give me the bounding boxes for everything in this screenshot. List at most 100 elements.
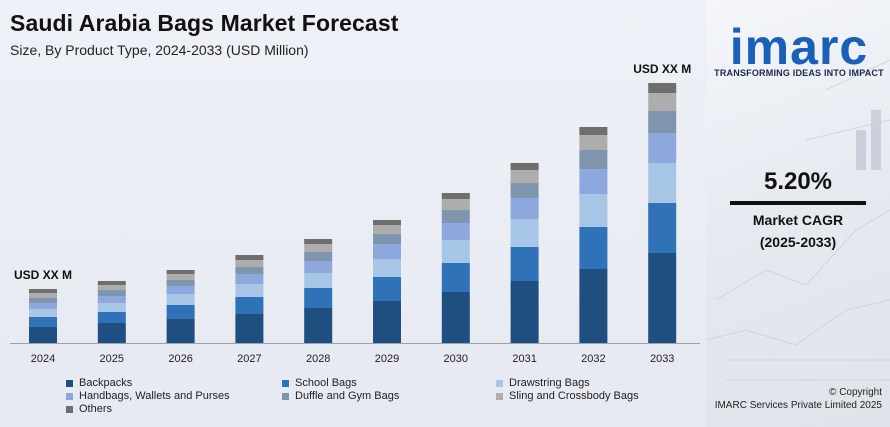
bar-segment <box>510 163 539 170</box>
bar-segment <box>166 319 195 343</box>
legend-swatch <box>282 379 289 387</box>
x-tick-label: 2026 <box>168 353 192 365</box>
x-tick-label: 2032 <box>581 353 605 365</box>
bar-segment <box>648 203 677 253</box>
bar-segment <box>373 234 401 244</box>
bar-segment <box>166 270 195 274</box>
bar-segment <box>441 263 470 292</box>
bar-segment <box>235 284 264 297</box>
x-tick-label: 2027 <box>237 353 261 365</box>
bar-segment <box>97 323 126 343</box>
bar-segment <box>579 227 608 269</box>
bar-segment <box>29 298 57 303</box>
legend-item: Drawstring Bags <box>496 377 590 389</box>
legend-label: Drawstring Bags <box>509 377 590 389</box>
bar-segment <box>29 317 57 327</box>
bar-segment <box>304 252 333 261</box>
bar-segment <box>373 301 401 343</box>
cagr-period: (2025-2033) <box>759 234 837 250</box>
cagr-label: Market CAGR <box>752 212 844 228</box>
bar-segment <box>235 314 264 343</box>
x-tick-label: 2025 <box>100 353 124 365</box>
chart-subtitle: Size, By Product Type, 2024-2033 (USD Mi… <box>10 42 309 58</box>
bar-segment <box>373 225 401 234</box>
bar-segment <box>510 198 539 219</box>
bar-segment <box>29 293 57 298</box>
legend-label: Duffle and Gym Bags <box>295 390 400 402</box>
bar-segment <box>441 210 470 223</box>
bar-segment <box>373 244 401 259</box>
bar-segment <box>97 285 126 290</box>
sidebar-panel: imarc TRANSFORMING IDEAS INTO IMPACT 5.2… <box>706 0 890 427</box>
bar-segment <box>579 127 608 135</box>
bar-segment <box>166 286 195 294</box>
x-tick-label: 2033 <box>650 353 674 365</box>
bar-segment <box>97 281 126 285</box>
bar-annotation: USD XX M <box>633 62 691 76</box>
bar-segment <box>648 133 677 163</box>
bar-segment <box>510 247 539 281</box>
bar-segment <box>304 261 333 273</box>
bar-segment <box>304 273 333 288</box>
copyright-notice: © Copyright IMARC Services Private Limit… <box>706 386 882 412</box>
bar-segment <box>304 308 333 343</box>
cagr-divider <box>730 201 866 205</box>
bar-segment <box>579 150 608 169</box>
legend-swatch <box>496 379 503 387</box>
stacked-bar-chart: 2024 USD XX M 2025 2026 2027 2028 2029 2030 2031… <box>10 62 700 365</box>
bar-segment <box>29 303 57 309</box>
bar-segment <box>166 274 195 280</box>
bar-segment <box>29 327 57 343</box>
x-tick-label: 2024 <box>31 353 55 365</box>
bar-segment <box>648 163 677 203</box>
bar-segment <box>304 239 333 244</box>
bar-segment <box>441 193 470 199</box>
bar-segment <box>510 170 539 183</box>
bar-segment <box>579 135 608 150</box>
bar-segment <box>97 303 126 312</box>
legend-item: School Bags <box>282 377 357 389</box>
bar-segment <box>648 83 677 93</box>
chart-panel: Saudi Arabia Bags Market Forecast Size, … <box>0 0 706 427</box>
bar-segment <box>441 292 470 343</box>
legend-item: Backpacks <box>66 377 132 389</box>
bar-segment <box>510 183 539 198</box>
legend-label: Others <box>79 403 113 415</box>
bar-segment <box>373 220 401 225</box>
bar-segment <box>235 274 264 284</box>
legend-item: Handbags, Wallets and Purses <box>66 390 230 402</box>
bar-segment <box>97 312 126 323</box>
imarc-logo: imarc <box>729 19 869 75</box>
legend-label: School Bags <box>295 377 357 389</box>
cagr-value: 5.20% <box>763 168 833 195</box>
bar-segment <box>235 267 264 274</box>
bar-segment <box>648 93 677 111</box>
copyright-line-2: IMARC Services Private Limited 2025 <box>714 400 882 411</box>
bar-segment <box>235 255 264 260</box>
x-tick-label: 2029 <box>375 353 399 365</box>
bar-segment <box>510 219 539 247</box>
legend-label: Backpacks <box>79 377 133 389</box>
legend-swatch <box>66 392 73 400</box>
logo-tagline: TRANSFORMING IDEAS INTO IMPACT <box>714 68 884 78</box>
bar-segment <box>579 169 608 194</box>
legend-swatch <box>496 392 503 400</box>
bar-segment <box>97 296 126 303</box>
bar-segment <box>166 294 195 305</box>
bar-segment <box>373 277 401 301</box>
bar-segment <box>648 253 677 343</box>
bar-segment <box>235 260 264 267</box>
chart-title: Saudi Arabia Bags Market Forecast <box>10 10 399 36</box>
bar-segment <box>97 290 126 296</box>
legend-swatch <box>282 392 289 400</box>
bar-segment <box>510 281 539 343</box>
legend-item: Sling and Crossbody Bags <box>496 390 639 402</box>
legend-label: Handbags, Wallets and Purses <box>79 390 230 402</box>
x-tick-label: 2030 <box>444 353 468 365</box>
bar-segment <box>304 288 333 308</box>
x-tick-label: 2028 <box>306 353 330 365</box>
bar-segment <box>373 259 401 277</box>
bar-segment <box>304 244 333 252</box>
bar-annotation: USD XX M <box>14 268 72 282</box>
bar-segment <box>29 289 57 293</box>
